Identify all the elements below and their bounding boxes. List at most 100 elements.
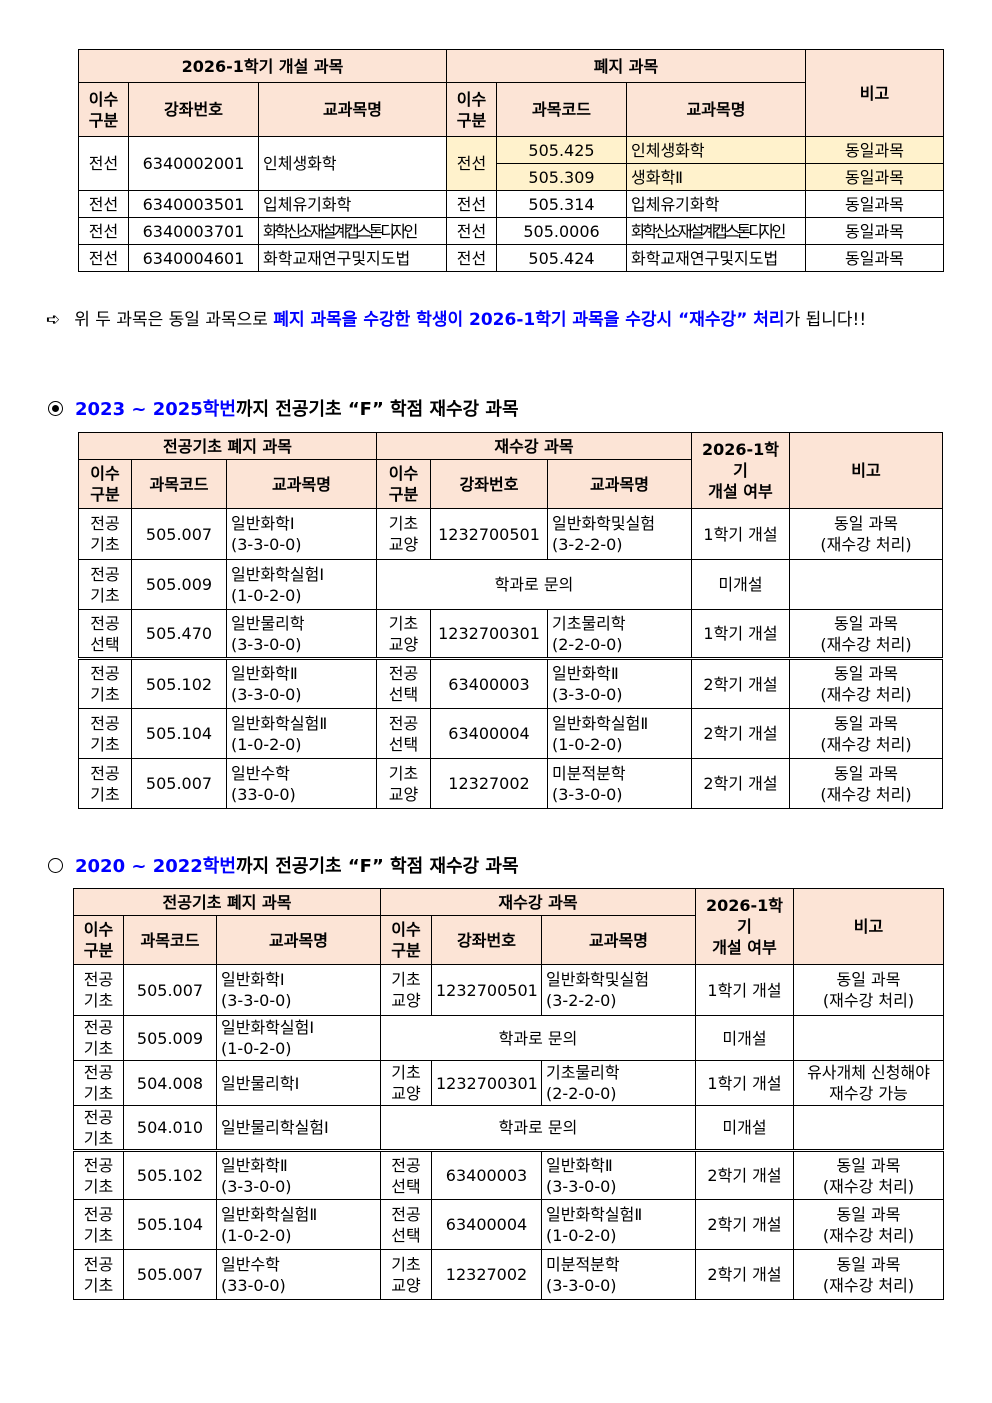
course-name-cell: 일반물리학Ⅰ <box>216 1060 381 1106</box>
open-status-cell: 미개설 <box>695 1105 794 1151</box>
section-years: 2020 ~ 2022학번 <box>75 856 236 877</box>
header-lecture: 강좌번호 <box>431 915 542 965</box>
closed-code-cell: 505.309 <box>496 163 627 191</box>
retake-type-cell: 기초 교양 <box>380 964 432 1016</box>
type-cell: 전공 기초 <box>73 1249 124 1300</box>
lecture-number-cell: 1232700501 <box>431 964 542 1016</box>
closed-code-cell: 505.0006 <box>496 217 627 245</box>
table-row: 전공 기초 505.009 일반화학실험Ⅰ (1-0-2-0) 학과로 문의 미개설 <box>73 1015 944 1061</box>
course-code-cell: 504.008 <box>123 1060 217 1106</box>
table-row: 전선 6340002001 인체생화학 전선 505.425 인체생화학 동일과목 <box>78 136 944 191</box>
header-type: 이수 구분 <box>376 459 431 509</box>
closed-code-cell: 505.424 <box>496 244 627 272</box>
course-name-cell: 일반물리학 (3-3-0-0) <box>226 609 377 659</box>
header-name: 교과목명 <box>226 459 377 509</box>
retake-name-cell: 일반화학Ⅱ (3-3-0-0) <box>547 657 692 709</box>
header-open-courses: 2026-1학기 개설 과목 <box>78 49 447 83</box>
inquiry-cell: 학과로 문의 <box>376 559 692 610</box>
course-code-cell: 505.007 <box>131 508 227 560</box>
type-cell: 전공 기초 <box>78 508 132 560</box>
header-type: 이수 구분 <box>446 82 497 137</box>
closed-type-cell: 전선 <box>446 244 497 272</box>
retake-name-cell: 일반화학및실험 (3-2-2-0) <box>547 508 692 560</box>
course-code-cell: 505.009 <box>123 1015 217 1061</box>
course-name-cell: 일반화학Ⅱ (3-3-0-0) <box>226 657 377 709</box>
open-status-cell: 2학기 개설 <box>691 657 790 709</box>
open-status-cell: 1학기 개설 <box>695 964 794 1016</box>
lecture-number-cell: 6340003701 <box>128 217 259 245</box>
table-row: 전공 기초 504.008 일반물리학Ⅰ 기초 교양 1232700301 기초물리학 (… <box>73 1060 944 1106</box>
header-closed-courses: 폐지 과목 <box>446 49 806 83</box>
notice-emphasis: 폐지 과목을 수강한 학생이 2026-1학기 과목을 수강시 “재수강” 처리 <box>273 310 785 330</box>
lecture-number-cell: 12327002 <box>431 1249 542 1300</box>
header-name: 교과목명 <box>547 459 692 509</box>
table-row: 전공 기초 505.102 일반화학Ⅱ (3-3-0-0) 전공 선택 63400003… <box>73 1149 944 1200</box>
type-cell: 전공 기초 <box>73 1199 124 1250</box>
course-name-cell: 입체유기화학 <box>258 190 447 218</box>
table-row: 전공 기초 505.104 일반화학실험Ⅱ (1-0-2-0) 전공 선택 634000… <box>78 708 943 759</box>
course-code-cell: 505.007 <box>131 758 227 809</box>
notice-pre: 위 두 과목은 동일 과목으로 <box>74 310 274 330</box>
retake-name-cell: 일반화학Ⅱ (3-3-0-0) <box>541 1149 696 1200</box>
type-cell: 전공 기초 <box>78 657 132 709</box>
open-status-cell: 미개설 <box>691 559 790 610</box>
header-retake-group: 재수강 과목 <box>380 888 696 916</box>
lecture-number-cell: 6340002001 <box>128 136 259 191</box>
header-open-status: 2026-1학기 개설 여부 <box>695 888 794 965</box>
lecture-number-cell: 63400004 <box>430 708 548 759</box>
course-name-cell: 화학교재연구및지도법 <box>258 244 447 272</box>
section-title-2023: 2023 ~ 2025학번까지 전공기초 “F” 학점 재수강 과목 <box>48 395 519 421</box>
retake-type-cell: 기초 교양 <box>376 609 431 659</box>
header-retake-group: 재수강 과목 <box>376 432 692 460</box>
lecture-number-cell: 63400004 <box>431 1199 542 1250</box>
lecture-number-cell: 12327002 <box>430 758 548 809</box>
lecture-number-cell: 6340003501 <box>128 190 259 218</box>
retake-type-cell: 기초 교양 <box>376 758 431 809</box>
closed-type-cell: 전선 <box>446 190 497 218</box>
type-cell: 전공 기초 <box>73 964 124 1016</box>
course-name-cell: 일반화학실험Ⅱ (1-0-2-0) <box>216 1199 381 1250</box>
note-cell <box>793 1015 944 1061</box>
note-cell: 동일과목 <box>805 190 944 218</box>
note-cell: 동일 과목 (재수강 처리) <box>793 1149 944 1200</box>
closed-name-cell: 인체생화학 <box>626 136 806 164</box>
note-cell: 동일 과목 (재수강 처리) <box>789 508 943 560</box>
retake-type-cell: 기초 교양 <box>376 508 431 560</box>
course-name-cell: 일반수학 (33-0-0) <box>226 758 377 809</box>
table-row: 전선 6340004601 화학교재연구및지도법 전선 505.424 화학교재연구및지도… <box>78 244 944 272</box>
note-cell <box>789 559 943 610</box>
open-status-cell: 2학기 개설 <box>695 1149 794 1200</box>
note-cell: 유사개체 신청해야 재수강 가능 <box>793 1060 944 1106</box>
retake-type-cell: 전공 선택 <box>376 708 431 759</box>
open-status-cell: 2학기 개설 <box>691 758 790 809</box>
type-cell: 전공 기초 <box>73 1149 124 1200</box>
header-note: 비고 <box>789 432 943 509</box>
header-lecture: 강좌번호 <box>128 82 259 137</box>
table-row: 505.309 생화학Ⅱ 동일과목 <box>79 163 944 191</box>
course-name-cell: 일반화학Ⅰ (3-3-0-0) <box>216 964 381 1016</box>
type-cell: 전공 기초 <box>73 1015 124 1061</box>
course-name-cell: 일반화학Ⅰ (3-3-0-0) <box>226 508 377 560</box>
open-status-cell: 2학기 개설 <box>691 708 790 759</box>
type-cell: 전공 기초 <box>78 559 132 610</box>
course-code-cell: 505.104 <box>131 708 227 759</box>
type-cell: 전선 <box>78 136 129 191</box>
lecture-number-cell: 6340004601 <box>128 244 259 272</box>
course-name-cell: 일반화학실험Ⅰ (1-0-2-0) <box>216 1015 381 1061</box>
notice-text: ➪ 위 두 과목은 동일 과목으로 폐지 과목을 수강한 학생이 2026-1학기… <box>46 305 946 335</box>
header-lecture: 강좌번호 <box>430 459 548 509</box>
note-cell: 동일 과목 (재수강 처리) <box>789 609 943 659</box>
section-rest: 까지 전공기초 “F” 학점 재수강 과목 <box>235 856 519 877</box>
closed-type-cell: 전선 <box>446 136 497 191</box>
course-code-cell: 505.009 <box>131 559 227 610</box>
notice-post: 가 됩니다!! <box>784 310 867 330</box>
type-cell: 전공 선택 <box>78 609 132 659</box>
note-cell: 동일과목 <box>805 244 944 272</box>
course-name-cell: 일반화학실험Ⅰ (1-0-2-0) <box>226 559 377 610</box>
course-name-cell: 일반수학 (33-0-0) <box>216 1249 381 1300</box>
type-cell: 전선 <box>78 190 129 218</box>
header-closed-group: 전공기초 폐지 과목 <box>73 888 381 916</box>
note-cell: 동일 과목 (재수강 처리) <box>789 657 943 709</box>
type-cell: 전공 기초 <box>73 1060 124 1106</box>
table-row: 전공 기초 505.104 일반화학실험Ⅱ (1-0-2-0) 전공 선택 634000… <box>73 1199 944 1250</box>
